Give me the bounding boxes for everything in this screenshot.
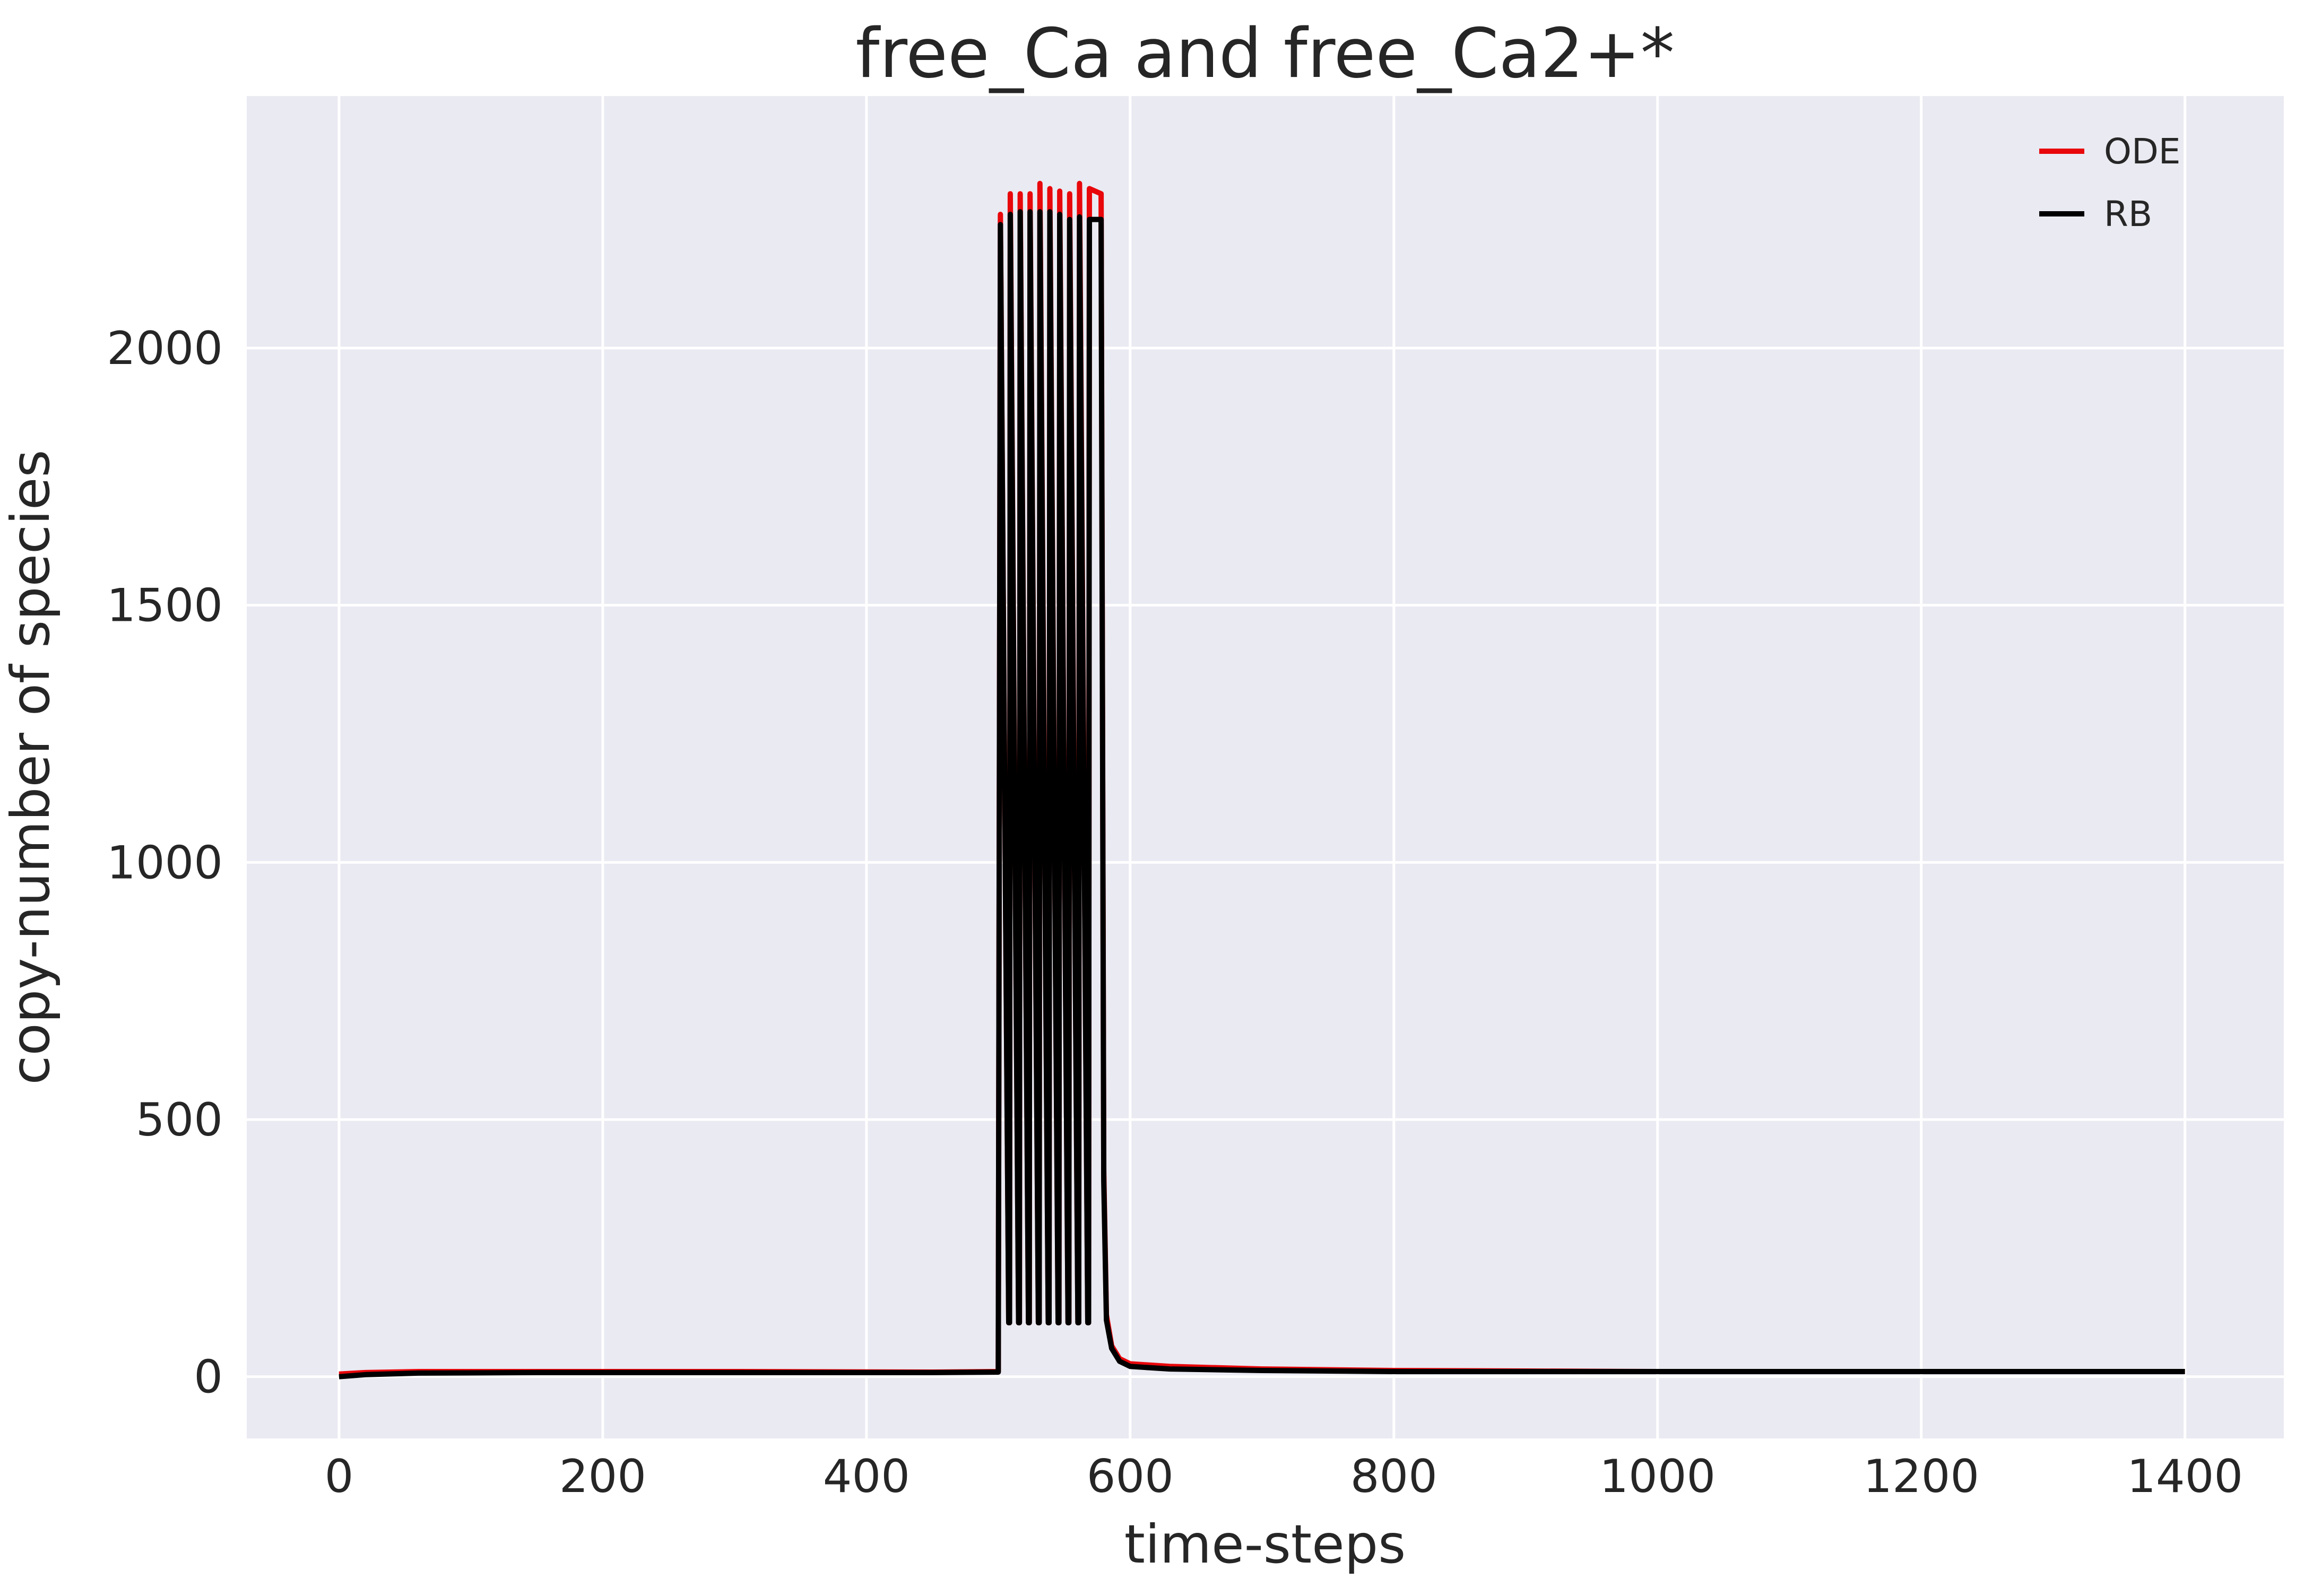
x-tick-label: 1400 [2127,1450,2243,1503]
legend-label-ode: ODE [2104,131,2180,172]
y-tick-label: 1500 [107,579,223,632]
x-tick-label: 400 [823,1450,910,1503]
y-axis-label: copy-number of species [0,450,62,1085]
y-tick-labels: 0 500 1000 1500 2000 [107,322,223,1404]
series-lines [339,180,2185,1380]
y-tick-label: 1000 [107,836,223,889]
y-tick-label: 2000 [107,322,223,375]
series-line-rb [339,209,2185,1380]
x-tick-label: 1200 [1863,1450,1979,1503]
x-axis-label: time-steps [1124,1513,1406,1575]
plot-background [247,96,2284,1438]
x-tick-label: 600 [1087,1450,1174,1503]
x-tick-label: 1000 [1599,1450,1716,1503]
x-tick-label: 800 [1350,1450,1437,1503]
x-tick-labels: 0 200 400 600 800 1000 1200 1400 [325,1450,2244,1503]
y-tick-label: 0 [194,1351,223,1404]
legend: ODE RB [2039,131,2180,235]
legend-label-rb: RB [2104,194,2152,235]
chart-title: free_Ca and free_Ca2+* [855,14,1674,93]
x-tick-label: 200 [559,1450,646,1503]
y-tick-label: 500 [136,1094,223,1147]
x-tick-label: 0 [325,1450,354,1503]
grid [247,96,2284,1438]
